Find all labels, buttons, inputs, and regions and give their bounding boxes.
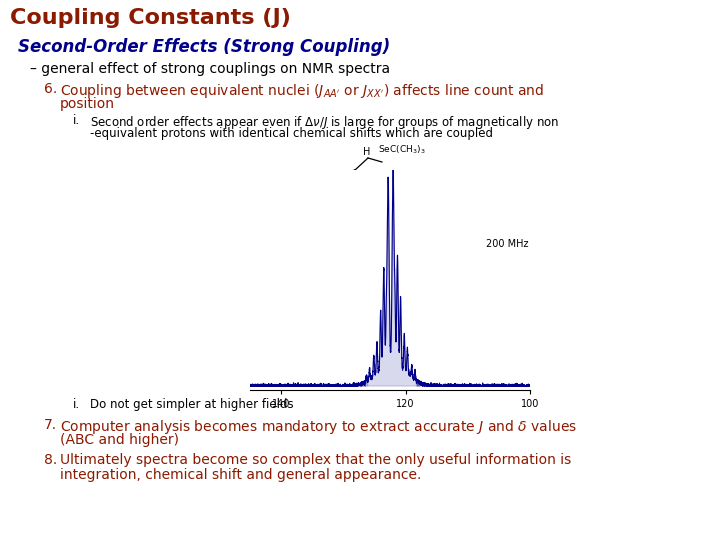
Text: Computer analysis becomes mandatory to extract accurate $\mathit{J}$ and $\delta: Computer analysis becomes mandatory to e…	[60, 418, 577, 436]
Text: – general effect of strong couplings on NMR spectra: – general effect of strong couplings on …	[30, 62, 390, 76]
Text: Second order effects appear even if $\Delta\nu/J$ is large for groups of magneti: Second order effects appear even if $\De…	[90, 114, 559, 131]
Text: Coupling between equivalent nuclei ($\mathit{J}_{AA'}$ or $\mathit{J}_{XX'}$) af: Coupling between equivalent nuclei ($\ma…	[60, 82, 544, 100]
Text: Second-Order Effects (Strong Coupling): Second-Order Effects (Strong Coupling)	[18, 38, 390, 56]
Text: SeC(CH$_3$)$_3$: SeC(CH$_3$)$_3$	[378, 143, 426, 156]
Text: 8.: 8.	[44, 453, 58, 467]
Text: Ultimately spectra become so complex that the only useful information is: Ultimately spectra become so complex tha…	[60, 453, 571, 467]
Text: Ph: Ph	[297, 185, 310, 195]
Text: Do not get simpler at higher fields: Do not get simpler at higher fields	[90, 398, 294, 411]
Text: i.: i.	[73, 398, 80, 411]
Text: i.: i.	[73, 114, 80, 127]
Text: -equivalent protons with identical chemical shifts which are coupled: -equivalent protons with identical chemi…	[90, 127, 493, 140]
Text: H: H	[363, 147, 370, 157]
Text: 7.: 7.	[44, 418, 57, 432]
Text: Coupling Constants (J): Coupling Constants (J)	[10, 8, 291, 28]
Text: 6.: 6.	[44, 82, 58, 96]
Text: (ABC and higher): (ABC and higher)	[60, 433, 179, 447]
Text: position: position	[60, 97, 115, 111]
Text: Si(CH$_2$)$_3$: Si(CH$_2$)$_3$	[423, 190, 462, 202]
Text: integration, chemical shift and general appearance.: integration, chemical shift and general …	[60, 468, 421, 482]
Text: 200 MHz: 200 MHz	[487, 239, 529, 249]
